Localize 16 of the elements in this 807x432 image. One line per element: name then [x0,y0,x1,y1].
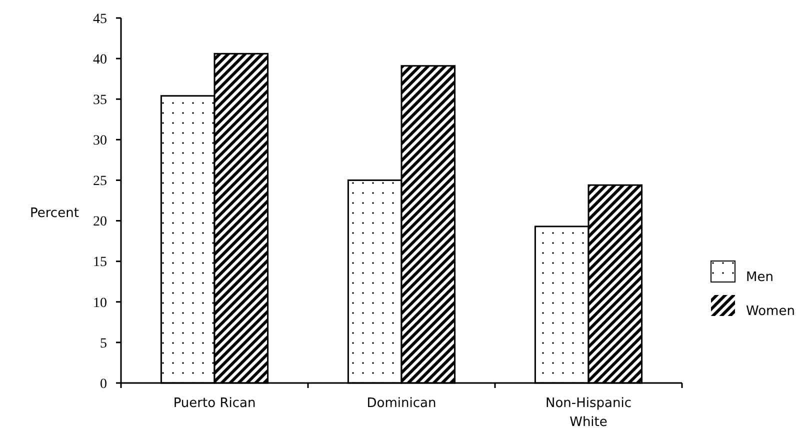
y-tick-label: 25 [93,174,107,190]
y-tick-label: 40 [93,52,107,68]
legend-label: Men [746,270,774,285]
y-tick-label: 45 [93,12,107,27]
y-axis-title: Percent [30,206,79,221]
y-tick-label: 15 [93,255,107,270]
y-tick-label: 10 [93,296,107,311]
x-tick-label: Puerto Rican [173,396,256,411]
y-tick-label: 20 [93,214,107,230]
x-tick-label: Dominican [366,396,436,411]
y-tick-label: 30 [93,134,107,149]
x-tick-label: Non-Hispanic White [546,396,632,430]
y-tick-label: 35 [93,93,107,108]
legend-label: Women [746,304,795,319]
y-tick-label: 0 [100,376,107,392]
y-tick-label: 5 [100,336,107,352]
